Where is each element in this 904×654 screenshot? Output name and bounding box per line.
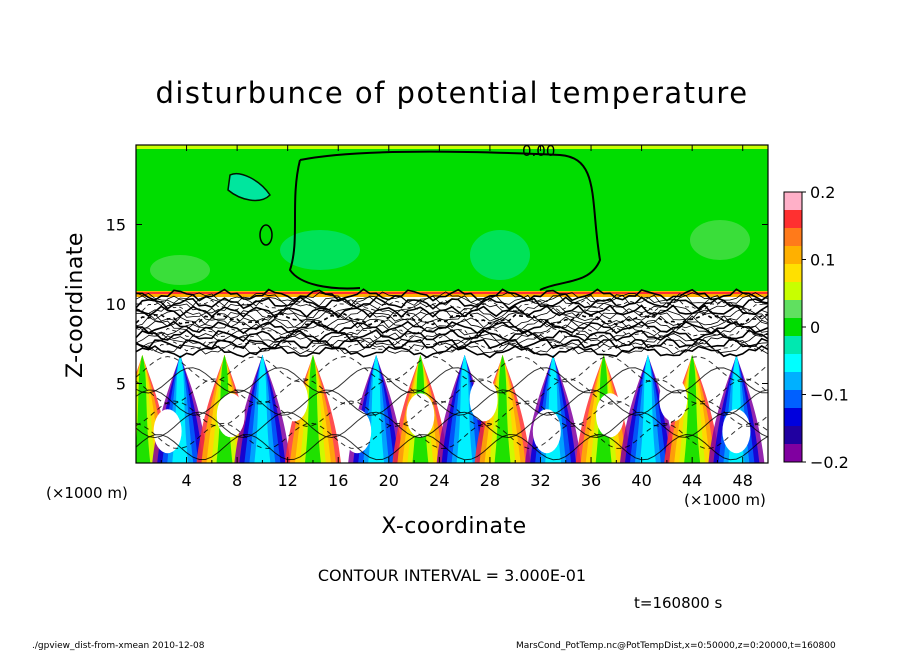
x-tick-label: 4: [181, 471, 191, 490]
plume-band: [639, 354, 656, 463]
x-tick-label: 24: [429, 471, 449, 490]
colorbar-tick-label: −0.2: [810, 453, 849, 472]
contour-line: [136, 345, 768, 359]
plume-cell: [153, 409, 182, 454]
contour-line: [136, 318, 768, 332]
plume-cell: [532, 409, 561, 454]
cyan-patch-2: [470, 230, 530, 280]
x-tick-label: 28: [480, 471, 500, 490]
footer-right: MarsCond_PotTemp.nc@PotTempDist,x=0:5000…: [516, 641, 836, 651]
colorbar-swatch: [784, 300, 802, 319]
x-tick-label: 32: [530, 471, 550, 490]
contour-line-lower: [136, 389, 768, 416]
contour-line-lower: [136, 378, 768, 405]
plume-band: [684, 354, 701, 463]
colorbar-tick-label: 0.1: [810, 251, 835, 270]
contour-line: [136, 312, 768, 326]
lightgreen-patch-1: [150, 255, 210, 285]
colorbar-swatch: [784, 210, 802, 229]
time-label: t=160800 s: [634, 594, 723, 612]
colorbar-swatch: [784, 408, 802, 427]
contour-line: [136, 320, 768, 335]
plume-band: [254, 354, 271, 463]
blob-contour: [227, 173, 271, 202]
y-tick-label: 15: [106, 216, 126, 235]
x-tick-label: 12: [278, 471, 298, 490]
x-unit-label-right: (×1000 m): [684, 491, 766, 509]
footer-left: ./gpview_dist-from-xmean 2010-12-08: [32, 641, 205, 651]
x-axis-label: X-coordinate: [381, 514, 527, 539]
x-tick-label: 16: [328, 471, 348, 490]
plume-cell: [469, 377, 498, 422]
contour-line: [136, 288, 768, 302]
colorbar-swatch: [784, 444, 802, 463]
contour-line: [136, 315, 768, 329]
contour-line: [136, 311, 768, 322]
plume-cell: [343, 409, 372, 454]
top-edge-band: [136, 145, 768, 149]
y-tick-label: 5: [116, 375, 126, 394]
plot-area: [136, 145, 768, 463]
x-tick-label: 8: [232, 471, 242, 490]
x-tick-label: 40: [631, 471, 651, 490]
contour-line: [136, 343, 768, 355]
contour-line: [136, 291, 768, 304]
x-tick-label: 36: [581, 471, 601, 490]
plume-cell: [406, 393, 435, 438]
plume-band: [304, 354, 321, 463]
x-tick-label: 44: [682, 471, 702, 490]
lightgreen-patch-2: [690, 220, 750, 260]
contour-line-lower: [136, 400, 768, 427]
contour-line-lower: [136, 355, 768, 383]
contour-line-lower: [136, 433, 768, 461]
x-unit-label-left: (×1000 m): [46, 484, 128, 502]
plume-cell: [216, 393, 245, 438]
contour-line: [136, 296, 768, 310]
colorbar: 0.2 0.1 0 −0.1 −0.2: [783, 183, 849, 472]
colorbar-swatch: [784, 390, 802, 409]
contour-line: [136, 307, 768, 321]
colorbar-swatch: [784, 282, 802, 301]
contour-line: [136, 334, 768, 348]
cyan-patch-1: [280, 230, 360, 270]
colorbar-swatch: [784, 264, 802, 283]
contour-line-lower: [136, 367, 768, 394]
upper-green-layer: [136, 145, 768, 295]
colorbar-swatch: [784, 318, 802, 337]
x-tick-label: 48: [733, 471, 753, 490]
contour-line: [136, 332, 768, 344]
colorbar-tick-label: 0.2: [810, 183, 835, 202]
chart-title: disturbunce of potential temperature: [155, 76, 749, 110]
plume-cell: [722, 409, 751, 454]
colorbar-swatch: [784, 372, 802, 391]
top-contour: [288, 150, 602, 291]
plume-band: [368, 354, 385, 463]
colorbar-tick-label: −0.1: [810, 386, 849, 405]
colorbar-swatch: [784, 354, 802, 373]
colorbar-swatch: [784, 192, 802, 211]
annotation-label: 0.00: [522, 142, 555, 160]
colorbar-swatch: [784, 228, 802, 247]
contour-interval-label: CONTOUR INTERVAL = 3.000E-01: [317, 566, 587, 585]
contour-line: [136, 337, 768, 350]
colorbar-swatch: [784, 336, 802, 355]
plume-cell: [596, 393, 624, 438]
colorbar-swatch: [784, 426, 802, 445]
colorbar-swatch: [784, 246, 802, 265]
plume-cell: [280, 377, 308, 422]
small-contour: [259, 224, 273, 246]
plume-band: [456, 354, 473, 463]
contour-line-lower: [136, 422, 768, 450]
colorbar-tick-label: 0: [810, 318, 820, 337]
y-tick-label: 10: [106, 295, 126, 314]
plume-band: [494, 354, 511, 463]
x-tick-label: 20: [379, 471, 399, 490]
plume-cell: [659, 377, 688, 422]
